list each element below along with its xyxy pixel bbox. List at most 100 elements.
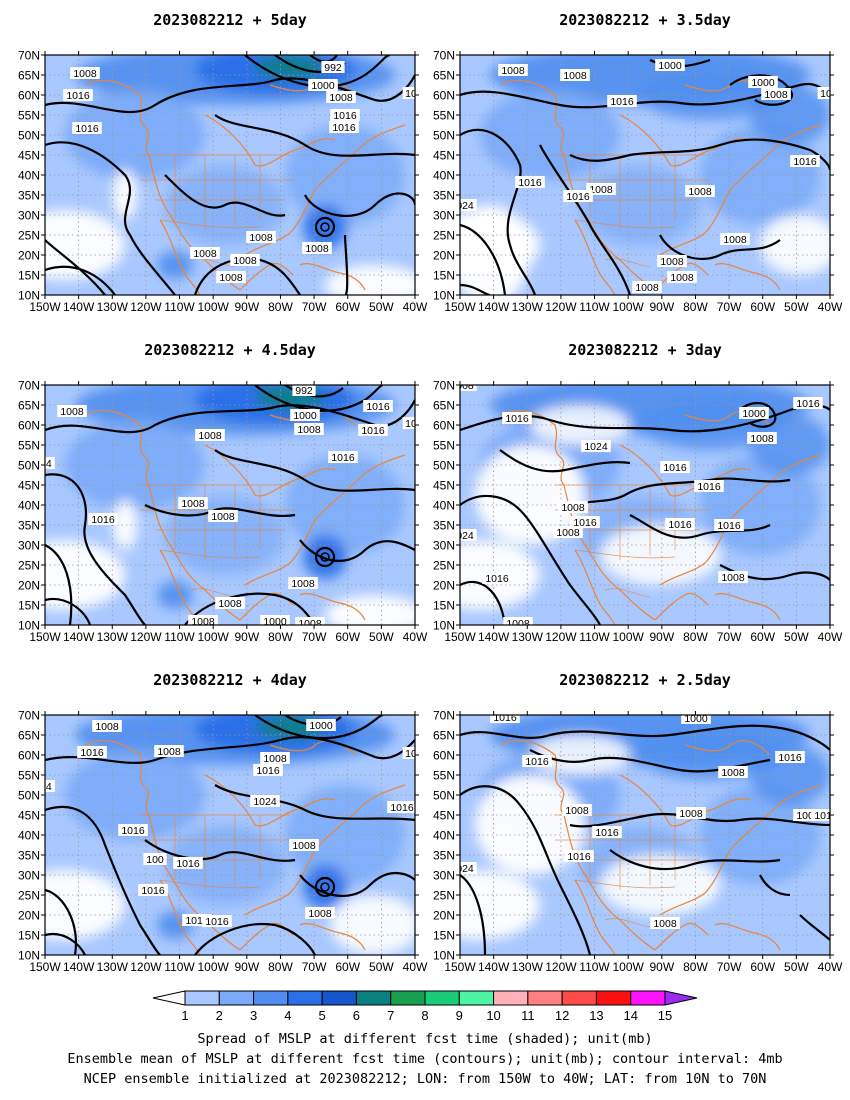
- lat-tick-label: 70N: [433, 709, 455, 723]
- contour-label: 1008: [632, 281, 662, 294]
- isobar: [569, 477, 791, 507]
- contour-label-bg: [88, 513, 118, 525]
- lon-tick-label: 70W: [717, 630, 742, 644]
- contour-label: 1016: [564, 850, 594, 863]
- lat-tick-label: 10N: [433, 619, 455, 633]
- coast-segment: [84, 80, 150, 156]
- lat-tick-label: 55N: [18, 439, 40, 453]
- coast-segment: [294, 798, 336, 811]
- coast-segment: [659, 144, 779, 256]
- lat-tick-label: 45N: [433, 149, 455, 163]
- lon-tick-label: 110W: [164, 960, 195, 974]
- contour-label-text: 1016: [697, 481, 721, 493]
- isobar: [499, 449, 631, 473]
- isobar: [460, 223, 507, 295]
- lat-tick-label: 25N: [433, 229, 455, 243]
- contour-label-bg: [592, 826, 622, 838]
- contour-label-text: 1016: [366, 401, 390, 413]
- lat-tick-label: 70N: [433, 379, 455, 393]
- contour-label-bg: [292, 385, 316, 396]
- contour-label-bg: [202, 915, 232, 927]
- contour-label: 1008: [289, 839, 319, 852]
- contour-label-text: 1008: [653, 918, 677, 930]
- contour-label: 1008: [503, 617, 533, 625]
- lon-tick-label: 140W: [478, 300, 510, 314]
- contour-label-text: 1008: [721, 572, 745, 584]
- colorbar-box: [253, 990, 289, 1006]
- contour-label-text: 1024: [253, 796, 277, 808]
- plot-area: 1008102410169921000100810081016101610161…: [45, 385, 415, 625]
- contour-label-bg: [460, 862, 477, 874]
- spread-patch: [303, 865, 347, 909]
- contour-label: 1000: [308, 79, 338, 92]
- contour-label-text: 1000: [751, 77, 775, 89]
- map-panel-5day: 1008101610169921000100810161016100810081…: [18, 11, 428, 314]
- contour-label: 1024: [581, 440, 611, 453]
- contour-label-bg: [665, 518, 695, 530]
- isobar: [460, 128, 537, 295]
- contour-label-bg: [775, 751, 805, 763]
- contour-label-text: 1016: [610, 96, 634, 108]
- contour-label-text: 1008: [73, 68, 97, 80]
- contour-label: 1008: [720, 233, 750, 246]
- contour-label: 1008: [188, 615, 218, 625]
- contour-label-text: 1008: [561, 502, 585, 514]
- contour-label-bg: [498, 64, 528, 76]
- lat-tick-label: 40N: [433, 829, 455, 843]
- contour-label: 1000: [748, 76, 778, 89]
- contour-label-text: 1016: [814, 810, 838, 822]
- contour-label-bg: [650, 917, 680, 929]
- lon-tick-label: 100W: [613, 630, 645, 644]
- contour-label-bg: [138, 884, 168, 896]
- contour-label-bg: [460, 199, 477, 211]
- lat-tick-label: 65N: [18, 729, 40, 743]
- contour-label: 1016: [138, 884, 168, 897]
- contour-label-text: 1008: [60, 406, 84, 418]
- cyclone-ring: [314, 546, 336, 568]
- lat-tick-label: 45N: [433, 479, 455, 493]
- colorbar-label: 12: [555, 1008, 569, 1023]
- colorbar-box: [458, 990, 495, 1006]
- contour-label: 10: [402, 747, 415, 760]
- lat-tick-label: 40N: [433, 169, 455, 183]
- contour-label: 1016: [694, 480, 724, 493]
- contour-label-bg: [607, 95, 637, 107]
- contour-label-text: 1008: [670, 272, 694, 284]
- contour-label-bg: [326, 91, 356, 103]
- lat-tick-label: 10N: [18, 619, 40, 633]
- coast-segment: [244, 804, 364, 916]
- spread-patch: [285, 785, 405, 885]
- spread-patch: [600, 855, 720, 915]
- contour-label-bg: [657, 255, 687, 267]
- contour-label-text: 1016: [361, 425, 385, 437]
- contour-label: 1016: [253, 764, 283, 777]
- border-segment: [574, 219, 676, 229]
- colorbar-box: [355, 990, 392, 1006]
- cyclone-ring: [320, 552, 330, 562]
- isobar: [569, 138, 830, 171]
- contour-label-text: 10: [405, 88, 417, 100]
- lat-tick-label: 15N: [18, 269, 40, 283]
- contour-label-bg: [57, 405, 87, 417]
- coastlines: [499, 740, 821, 955]
- border-segment: [604, 258, 651, 268]
- contour-label-bg: [790, 155, 820, 167]
- contour-label-bg: [295, 617, 325, 625]
- coast-segment: [714, 923, 781, 951]
- political-borders: [140, 154, 295, 268]
- contour-label-text: 1016: [390, 802, 414, 814]
- lat-tick-label: 10N: [433, 289, 455, 303]
- lat-tick-label: 60N: [18, 749, 40, 763]
- contour-label-bg: [216, 271, 246, 283]
- contour-label: 1016: [665, 518, 695, 531]
- lat-tick-label: 30N: [433, 869, 455, 883]
- lon-tick-label: 70W: [717, 960, 742, 974]
- contour-label-text: 024: [456, 863, 474, 875]
- contour-label-bg: [558, 501, 588, 513]
- lon-tick-label: 120W: [545, 630, 577, 644]
- lat-tick-label: 15N: [18, 599, 40, 613]
- lat-tick-label: 60N: [433, 419, 455, 433]
- border-segment: [159, 879, 261, 889]
- coast-segment: [654, 922, 709, 951]
- contour-label: 1016: [202, 915, 232, 928]
